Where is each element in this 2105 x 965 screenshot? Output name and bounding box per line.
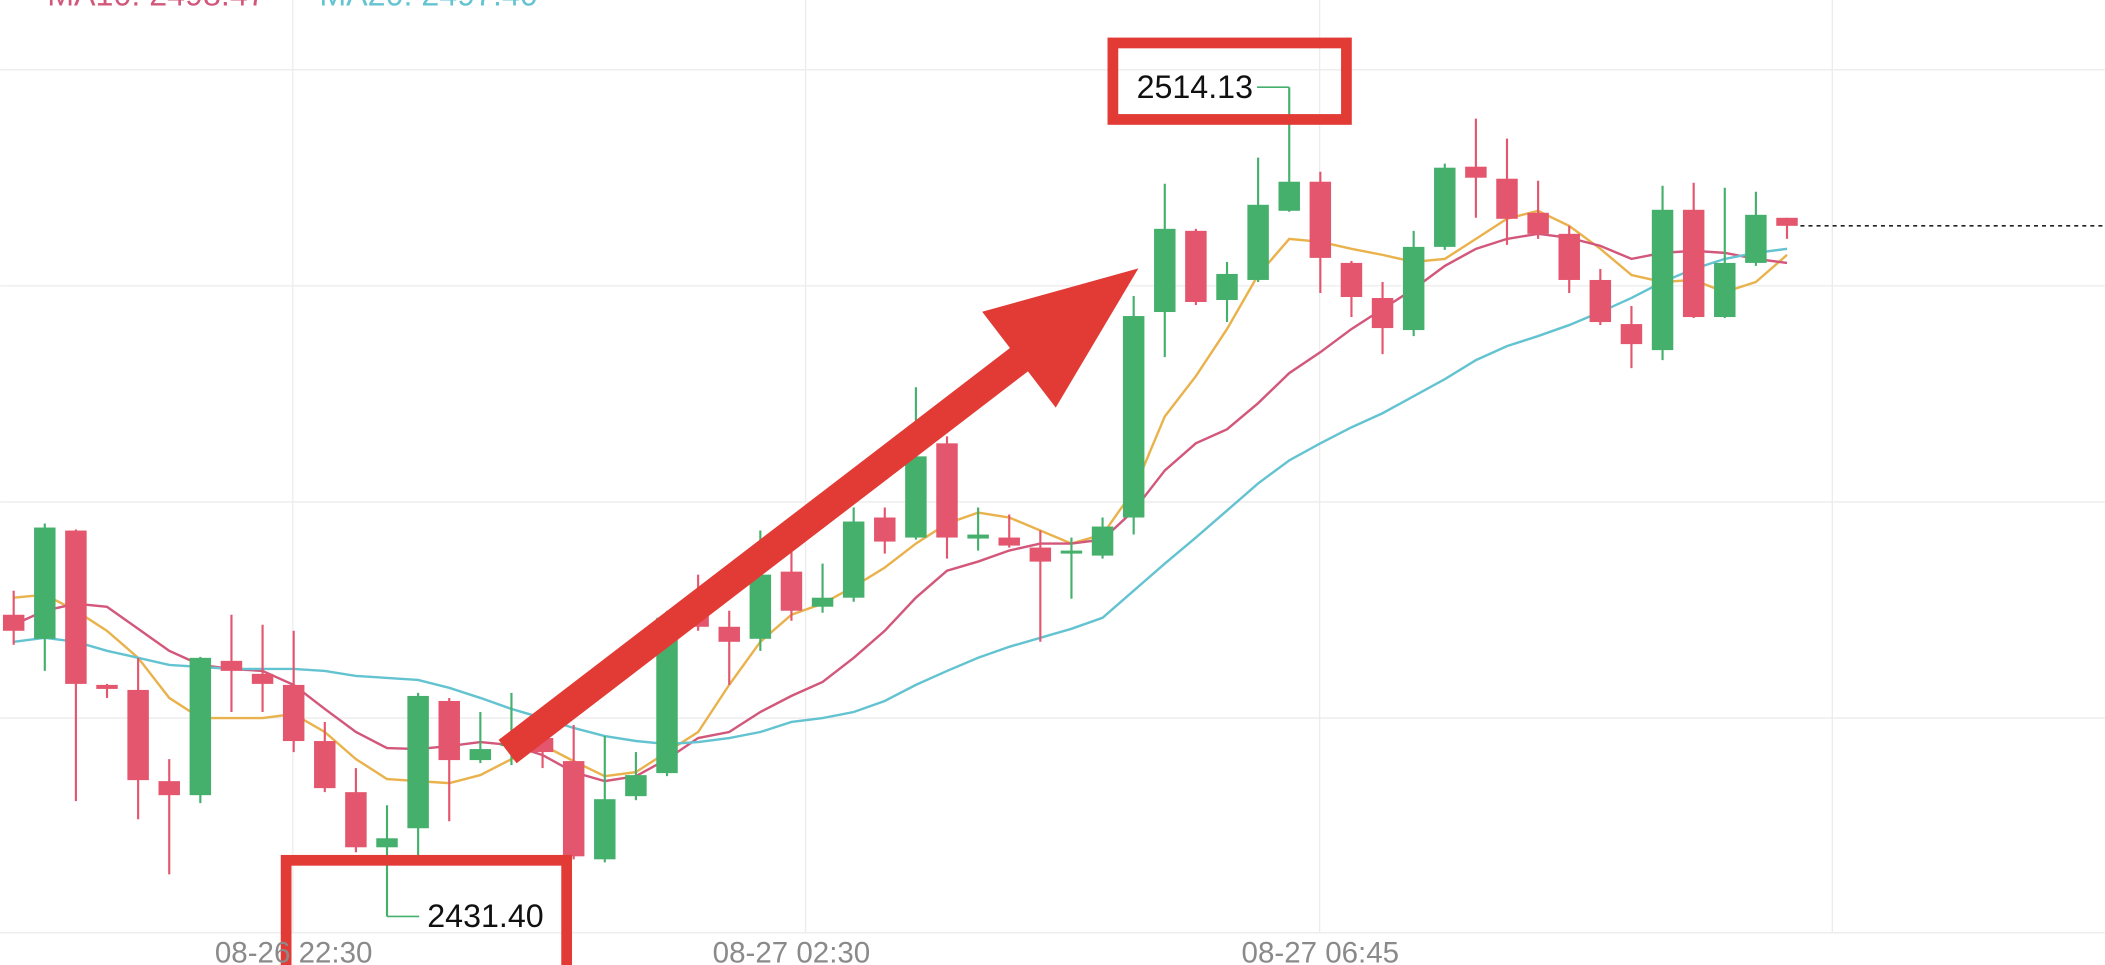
candle-body <box>407 695 429 829</box>
candle-body <box>158 781 180 796</box>
candle-body <box>1340 262 1363 297</box>
candle-body <box>1247 204 1269 280</box>
grid <box>0 0 2105 934</box>
candle-body <box>65 530 87 684</box>
candle-body <box>1651 209 1674 351</box>
candle-body <box>438 700 460 761</box>
candle-body <box>1309 181 1332 258</box>
candle-body <box>1527 212 1549 234</box>
x-tick-label: 08-26 22:30 <box>215 936 373 965</box>
candle-body <box>1496 178 1518 219</box>
candle-body <box>1185 230 1207 303</box>
plot-area <box>2 87 2105 917</box>
ma-line <box>13 247 1788 746</box>
legend-entry: MA20: 2497.40 <box>319 0 537 12</box>
candle-body <box>314 741 336 789</box>
candle-body <box>1216 273 1238 301</box>
highlight-box <box>280 854 573 965</box>
candle-body <box>562 761 585 857</box>
candle-body <box>780 571 803 611</box>
candle-body <box>1122 316 1145 518</box>
candle-body <box>34 527 56 639</box>
candle-body <box>2 614 25 631</box>
candle-body <box>1402 246 1425 331</box>
candle-body <box>1278 181 1300 211</box>
candle-body <box>967 534 989 539</box>
candle-body <box>842 521 865 598</box>
legend-entry: MA10: 2498.47 <box>47 0 265 12</box>
x-tick-label: 08-27 06:45 <box>1242 936 1400 965</box>
candle-body <box>469 749 492 761</box>
candle-body <box>1589 279 1612 323</box>
candle-body <box>1060 550 1083 554</box>
candle-body <box>189 657 212 796</box>
candle-body <box>127 689 149 781</box>
ma-line <box>13 232 1788 783</box>
candle-body <box>251 673 274 684</box>
labels: 08-26 22:30 08-27 02:30 08-27 06:45 2514.13… <box>47 0 1399 965</box>
candle-body <box>1371 297 1394 329</box>
candle-body <box>811 597 834 607</box>
candle-body <box>282 684 305 742</box>
candle-body <box>874 517 896 542</box>
candle-body <box>718 626 740 642</box>
candle-body <box>656 617 678 774</box>
candle-body <box>625 775 647 797</box>
candle-body <box>1154 228 1176 313</box>
candle-body <box>345 792 367 848</box>
candle-body <box>1029 547 1052 562</box>
candle-body <box>220 660 243 671</box>
candle-body <box>1776 217 1798 226</box>
ma-line <box>13 209 1788 785</box>
candle-body <box>998 537 1020 546</box>
candle-body <box>594 799 616 860</box>
candle-body <box>936 443 958 538</box>
candle-body <box>1465 166 1487 178</box>
x-tick-label: 08-27 02:30 <box>713 936 871 965</box>
candle-body <box>1620 324 1643 345</box>
highlight-box <box>1107 37 1352 125</box>
candle-body <box>376 838 398 848</box>
candle-body <box>1091 526 1114 556</box>
candle-body <box>1714 262 1736 318</box>
candle-body <box>1682 209 1705 318</box>
trend-arrow <box>498 268 1139 764</box>
candle-body <box>749 574 772 639</box>
candle-body <box>96 684 118 689</box>
candle-body <box>1558 233 1580 280</box>
low-label: 2431.40 <box>427 898 543 934</box>
high-label: 2514.13 <box>1137 69 1253 105</box>
candle-body <box>1434 167 1456 247</box>
candle-body <box>905 456 927 538</box>
candle-body <box>1745 214 1767 263</box>
